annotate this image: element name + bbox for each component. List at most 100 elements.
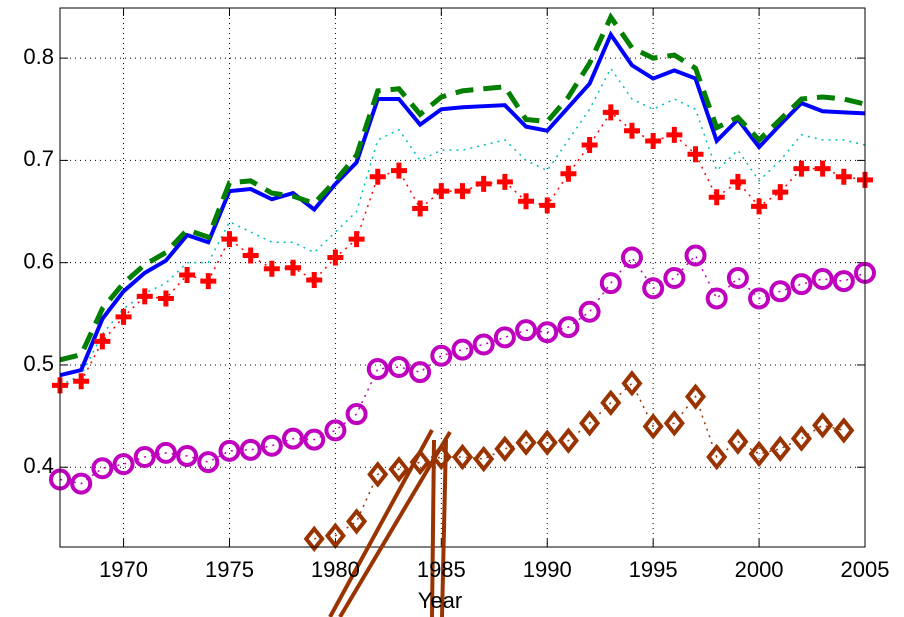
axes-box bbox=[59, 7, 866, 548]
diamond-marker bbox=[473, 445, 495, 473]
circle-marker bbox=[133, 445, 156, 468]
diamond-marker bbox=[536, 429, 558, 456]
circle-marker bbox=[91, 457, 114, 480]
plus-marker bbox=[369, 168, 386, 185]
diamond-marker bbox=[367, 461, 389, 488]
circle-marker bbox=[811, 268, 834, 291]
plus-marker bbox=[602, 104, 619, 121]
plus-marker bbox=[157, 290, 174, 307]
x-tick-label: 2005 bbox=[841, 557, 890, 582]
x-tick-label: 1980 bbox=[311, 557, 360, 582]
plus-marker bbox=[751, 198, 768, 215]
diamond-marker bbox=[727, 428, 749, 455]
plus-marker bbox=[285, 259, 302, 276]
plus-marker bbox=[708, 189, 725, 206]
plus-marker bbox=[814, 160, 831, 177]
circle-marker bbox=[578, 300, 601, 323]
stray-stroke bbox=[338, 430, 452, 617]
stray-stroke bbox=[430, 439, 436, 617]
circle-marker bbox=[176, 444, 199, 467]
circle-marker bbox=[387, 355, 410, 378]
y-tick-label: 0.5 bbox=[23, 351, 54, 376]
plus-marker bbox=[560, 165, 577, 182]
diamond-marker bbox=[303, 525, 325, 553]
plus-marker bbox=[539, 197, 556, 214]
plus-marker bbox=[306, 272, 323, 289]
circle-marker bbox=[112, 453, 135, 476]
y-tick-label: 0.8 bbox=[23, 44, 54, 69]
circle-marker bbox=[684, 244, 707, 267]
plus-marker bbox=[475, 175, 492, 192]
plus-marker bbox=[729, 173, 746, 190]
circle-marker bbox=[472, 333, 495, 356]
diamond-marker bbox=[346, 508, 368, 535]
circle-marker bbox=[218, 439, 241, 462]
plus-marker bbox=[687, 146, 704, 163]
diamond-marker bbox=[748, 440, 770, 468]
plus-marker bbox=[412, 200, 429, 217]
plot-area bbox=[49, 7, 876, 553]
plus-marker bbox=[666, 126, 683, 143]
circle-marker bbox=[790, 273, 813, 296]
plus-marker bbox=[496, 173, 513, 190]
diamond-marker bbox=[324, 522, 346, 549]
y-tick-label: 0.4 bbox=[23, 453, 54, 478]
stray-stroke bbox=[328, 429, 434, 617]
circle-marker bbox=[557, 316, 580, 339]
plus-marker bbox=[242, 247, 259, 264]
plus-marker bbox=[454, 183, 471, 200]
circle-marker bbox=[303, 428, 326, 451]
x-tick-label: 1975 bbox=[205, 557, 254, 582]
diamond-marker bbox=[579, 410, 601, 437]
circle-marker bbox=[642, 277, 665, 300]
y-tick-label: 0.7 bbox=[23, 146, 54, 171]
circle-marker bbox=[451, 338, 474, 361]
plus-marker bbox=[179, 266, 196, 283]
plus-marker bbox=[390, 162, 407, 179]
x-tick-label: 1970 bbox=[99, 557, 148, 582]
plus-marker bbox=[623, 122, 640, 139]
plus-marker bbox=[433, 183, 450, 200]
plus-marker bbox=[835, 168, 852, 185]
x-axis-label: Year bbox=[418, 588, 462, 613]
circle-marker bbox=[409, 361, 432, 384]
plus-marker bbox=[518, 193, 535, 210]
diamond-marker bbox=[451, 443, 474, 471]
diamond-marker bbox=[663, 410, 685, 437]
circle-marker bbox=[324, 419, 347, 442]
circle-marker bbox=[536, 321, 559, 344]
circle-marker bbox=[430, 344, 453, 367]
circle-marker bbox=[515, 319, 538, 342]
circle-marker bbox=[726, 267, 749, 290]
circle-marker bbox=[705, 287, 728, 310]
diamond-marker bbox=[833, 417, 855, 444]
plus-marker bbox=[115, 308, 132, 325]
stray-stroke bbox=[440, 439, 448, 617]
plus-marker bbox=[645, 132, 662, 149]
diamond-marker bbox=[621, 370, 643, 397]
plus-marker bbox=[136, 288, 153, 305]
x-tick-label: 2000 bbox=[735, 557, 784, 582]
circle-marker bbox=[345, 403, 368, 426]
circle-marker bbox=[70, 472, 93, 495]
stray-strokes bbox=[328, 429, 452, 617]
circle-marker bbox=[282, 427, 305, 450]
circle-marker bbox=[599, 272, 622, 295]
x-tick-label: 1985 bbox=[417, 557, 466, 582]
plus-marker bbox=[348, 231, 365, 248]
plus-marker bbox=[793, 160, 810, 177]
diamond-marker bbox=[388, 456, 410, 483]
x-tick-label: 1995 bbox=[629, 557, 678, 582]
plus-marker bbox=[94, 333, 111, 350]
diamond-marker bbox=[684, 383, 707, 410]
plus-marker bbox=[772, 184, 789, 201]
series-line bbox=[314, 382, 844, 540]
series-line bbox=[59, 30, 866, 378]
circle-marker bbox=[663, 267, 686, 290]
y-tick-label: 0.6 bbox=[23, 248, 54, 273]
circle-marker bbox=[748, 287, 771, 310]
circle-marker bbox=[493, 326, 516, 349]
circle-marker bbox=[620, 246, 643, 269]
diamond-marker bbox=[812, 412, 834, 439]
